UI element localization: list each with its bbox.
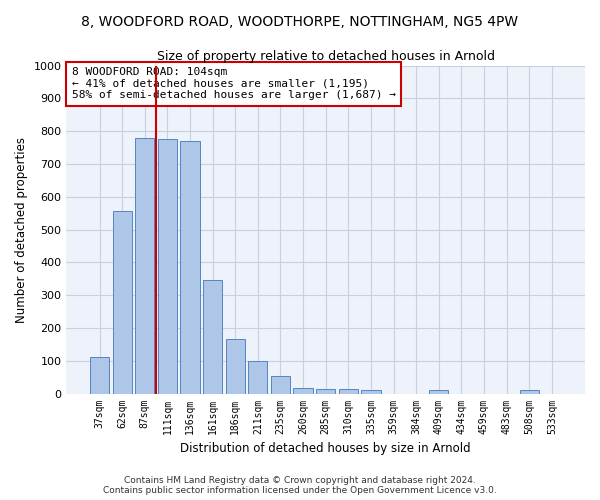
Bar (226, 340, 245, 394)
X-axis label: Distribution of detached houses by size in Arnold: Distribution of detached houses by size … (181, 442, 471, 455)
Text: 8 WOODFORD ROAD: 104sqm
← 41% of detached houses are smaller (1,195)
58% of semi: 8 WOODFORD ROAD: 104sqm ← 41% of detache… (71, 67, 395, 100)
Bar (293, 388, 313, 394)
Bar (113, 210, 132, 394)
Bar (429, 390, 448, 394)
Bar (203, 280, 222, 394)
Bar (158, 140, 177, 394)
Bar (339, 389, 358, 394)
Y-axis label: Number of detached properties: Number of detached properties (15, 136, 28, 322)
Bar (271, 376, 290, 394)
Bar (181, 141, 200, 394)
Bar (316, 389, 335, 394)
Text: Contains HM Land Registry data © Crown copyright and database right 2024.
Contai: Contains HM Land Registry data © Crown c… (103, 476, 497, 495)
Bar (520, 390, 539, 394)
Bar (135, 138, 154, 394)
Bar (248, 362, 268, 394)
Title: Size of property relative to detached houses in Arnold: Size of property relative to detached ho… (157, 50, 495, 63)
Text: 8, WOODFORD ROAD, WOODTHORPE, NOTTINGHAM, NG5 4PW: 8, WOODFORD ROAD, WOODTHORPE, NOTTINGHAM… (82, 15, 518, 29)
Bar (90, 357, 109, 394)
Bar (361, 390, 380, 394)
